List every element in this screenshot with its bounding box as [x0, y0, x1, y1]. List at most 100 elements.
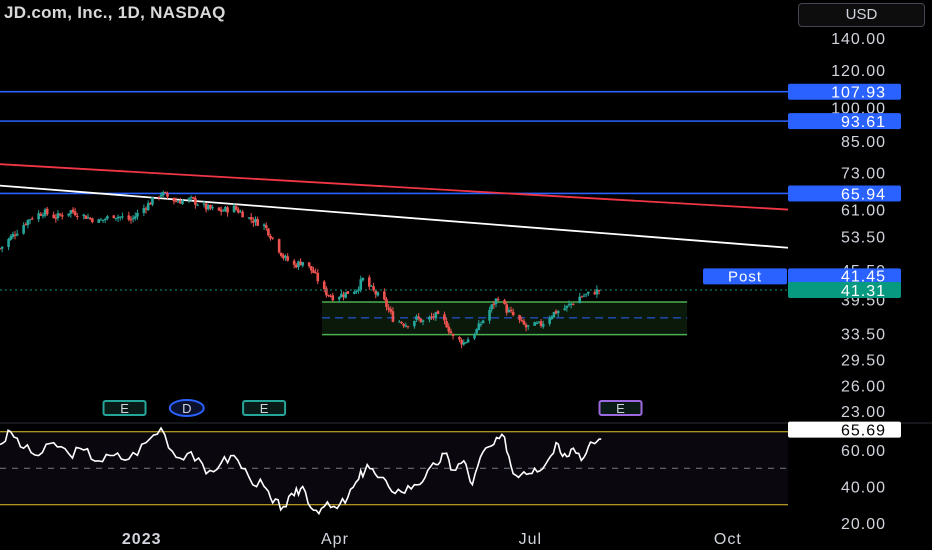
candle[interactable]: [222, 210, 225, 212]
candle[interactable]: [563, 308, 566, 311]
candle[interactable]: [279, 252, 283, 256]
candle[interactable]: [127, 215, 131, 220]
candle[interactable]: [451, 334, 455, 337]
candle[interactable]: [112, 215, 116, 219]
candle[interactable]: [548, 318, 551, 324]
candle[interactable]: [415, 316, 418, 320]
candle[interactable]: [535, 323, 539, 325]
candle[interactable]: [458, 337, 461, 340]
candle[interactable]: [479, 323, 483, 325]
candle[interactable]: [314, 272, 317, 274]
candle[interactable]: [398, 321, 401, 323]
candle[interactable]: [449, 331, 453, 334]
candle[interactable]: [211, 207, 214, 209]
candle[interactable]: [232, 205, 236, 213]
candle[interactable]: [84, 215, 88, 219]
candle[interactable]: [391, 311, 395, 322]
candle[interactable]: [69, 210, 73, 214]
candle[interactable]: [473, 334, 476, 339]
candle[interactable]: [164, 191, 167, 193]
candle[interactable]: [22, 225, 25, 234]
candle[interactable]: [24, 224, 28, 226]
candle[interactable]: [492, 303, 496, 305]
candle[interactable]: [374, 290, 378, 295]
candle[interactable]: [432, 316, 436, 318]
candle[interactable]: [402, 324, 405, 326]
candle[interactable]: [376, 292, 380, 296]
candle[interactable]: [196, 204, 199, 206]
candle[interactable]: [569, 303, 573, 305]
candle[interactable]: [462, 342, 466, 345]
candle[interactable]: [488, 309, 491, 321]
candle[interactable]: [56, 213, 60, 219]
candle[interactable]: [372, 286, 375, 291]
candle[interactable]: [550, 316, 554, 319]
candle[interactable]: [419, 318, 423, 323]
candle[interactable]: [219, 209, 223, 212]
candle[interactable]: [539, 321, 543, 326]
candle[interactable]: [406, 326, 410, 328]
candle[interactable]: [421, 320, 425, 322]
candle[interactable]: [316, 272, 320, 282]
candle[interactable]: [15, 233, 19, 236]
candle[interactable]: [565, 305, 569, 309]
candle[interactable]: [99, 219, 103, 221]
candle[interactable]: [447, 326, 451, 332]
candle[interactable]: [191, 197, 195, 199]
candle[interactable]: [503, 300, 506, 305]
candle[interactable]: [206, 205, 210, 210]
candle[interactable]: [217, 207, 221, 211]
candle[interactable]: [509, 309, 513, 312]
candle[interactable]: [28, 219, 32, 221]
candle[interactable]: [37, 213, 40, 220]
candle[interactable]: [43, 209, 47, 216]
candle[interactable]: [346, 291, 350, 294]
candle[interactable]: [299, 261, 302, 266]
candle[interactable]: [342, 294, 345, 297]
candle[interactable]: [45, 208, 49, 215]
candle[interactable]: [582, 295, 586, 297]
candle[interactable]: [428, 316, 431, 320]
candle[interactable]: [189, 196, 193, 198]
candle[interactable]: [118, 216, 122, 218]
candle[interactable]: [352, 291, 356, 294]
candle[interactable]: [533, 322, 536, 326]
candle[interactable]: [385, 299, 388, 308]
candle[interactable]: [417, 316, 420, 319]
candle[interactable]: [142, 208, 146, 213]
candle[interactable]: [368, 277, 371, 287]
candle[interactable]: [144, 208, 148, 210]
candle[interactable]: [179, 201, 182, 204]
candle[interactable]: [541, 323, 545, 327]
candle[interactable]: [106, 216, 109, 219]
candle[interactable]: [97, 219, 101, 223]
candle[interactable]: [357, 289, 360, 291]
candle[interactable]: [331, 295, 335, 301]
candle[interactable]: [464, 342, 468, 344]
candle[interactable]: [9, 236, 13, 240]
candle[interactable]: [556, 311, 560, 314]
candle[interactable]: [82, 214, 86, 217]
candle[interactable]: [7, 238, 10, 247]
candle[interactable]: [325, 288, 328, 296]
candle[interactable]: [239, 211, 242, 213]
candle[interactable]: [286, 256, 290, 261]
earnings-marker[interactable]: [598, 400, 643, 416]
candle[interactable]: [224, 207, 227, 211]
candle[interactable]: [597, 290, 601, 292]
candle[interactable]: [88, 218, 92, 220]
candle[interactable]: [146, 203, 150, 211]
candle[interactable]: [174, 201, 178, 203]
candle[interactable]: [249, 216, 253, 220]
candle[interactable]: [284, 255, 287, 258]
candle[interactable]: [269, 235, 272, 239]
candle[interactable]: [327, 295, 330, 297]
candle[interactable]: [159, 194, 163, 197]
candle[interactable]: [443, 314, 446, 321]
candle[interactable]: [511, 311, 515, 316]
candle[interactable]: [252, 220, 255, 223]
candle[interactable]: [413, 320, 416, 327]
candle[interactable]: [359, 279, 363, 290]
candle[interactable]: [580, 296, 584, 298]
